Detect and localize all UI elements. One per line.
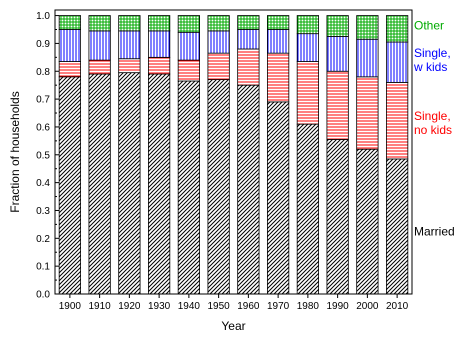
- x-tick-label: 1970: [267, 301, 290, 312]
- y-tick-label: 0.7: [36, 95, 50, 106]
- x-tick-label: 1960: [237, 301, 260, 312]
- plot-frame: [54, 9, 413, 295]
- y-tick-label: 0.6: [36, 122, 50, 133]
- axes-layer: [54, 9, 413, 295]
- series-label-other: Other: [414, 18, 444, 32]
- y-tick-label: 0.3: [36, 206, 50, 217]
- x-tick-label: 1920: [118, 301, 141, 312]
- bar-single-no-kids-1940: [177, 59, 200, 82]
- bar-other-1910: [88, 15, 111, 32]
- bar-single-w-kids-1960: [237, 29, 260, 50]
- x-tick-label: 1930: [148, 301, 171, 312]
- bar-single-w-kids-1900: [58, 29, 81, 62]
- bar-married-1900: [58, 76, 81, 295]
- bar-married-1980: [296, 123, 319, 295]
- bar-single-no-kids-1900: [58, 61, 81, 78]
- y-tick-label: 0.5: [36, 150, 50, 161]
- x-tick-label: 2000: [356, 301, 379, 312]
- bar-single-w-kids-1990: [326, 36, 349, 72]
- bar-other-1990: [326, 15, 349, 37]
- y-tick-label: 1.0: [36, 11, 50, 22]
- series-label-single-no-kids: Single, no kids: [414, 109, 452, 137]
- bar-other-1900: [58, 15, 81, 30]
- bar-single-no-kids-1910: [88, 59, 111, 75]
- bar-single-w-kids-1910: [88, 30, 111, 61]
- bar-single-no-kids-1920: [118, 58, 141, 74]
- bar-other-1970: [267, 15, 290, 30]
- bar-married-1930: [148, 73, 171, 295]
- x-tick-label: 1900: [59, 301, 82, 312]
- x-tick-label: 1940: [178, 301, 201, 312]
- series-label-married: Married: [414, 224, 455, 238]
- y-tick-label: 0.9: [36, 39, 50, 50]
- bar-single-no-kids-1960: [237, 48, 260, 86]
- bar-single-w-kids-2010: [386, 41, 409, 83]
- bar-single-w-kids-2000: [356, 38, 379, 78]
- bar-single-no-kids-1990: [326, 70, 349, 140]
- bar-single-no-kids-2000: [356, 76, 379, 150]
- bar-single-no-kids-1980: [296, 61, 319, 125]
- y-tick-label: 0.0: [36, 290, 50, 301]
- bar-married-1990: [326, 139, 349, 295]
- bar-single-w-kids-1970: [267, 29, 290, 54]
- bar-married-1910: [88, 73, 111, 295]
- bars-layer: [58, 15, 409, 295]
- bar-other-1950: [207, 15, 230, 32]
- x-tick-label: 1980: [297, 301, 320, 312]
- bar-single-w-kids-1980: [296, 33, 319, 62]
- y-tick-label: 0.1: [36, 262, 50, 273]
- y-tick-label: 0.4: [36, 178, 50, 189]
- bar-married-1970: [267, 101, 290, 295]
- series-label-single-w-kids: Single, w kids: [413, 46, 451, 74]
- y-ticks: 0.0 0.1 0.2 0.3 0.4 0.5 0.6 0.7 0.8 0.9 1.0: [36, 11, 59, 301]
- bar-single-w-kids-1920: [118, 30, 141, 60]
- bar-married-1920: [118, 72, 141, 295]
- y-tick-label: 0.8: [36, 67, 50, 78]
- x-ticks: 1900 1910 1920 1930 1940 1950 1960 1970 1980 1990…: [59, 294, 409, 312]
- x-tick-label: 1950: [208, 301, 231, 312]
- bar-single-no-kids-1930: [148, 56, 171, 75]
- bar-other-2010: [386, 15, 409, 43]
- bar-other-1920: [118, 15, 141, 32]
- bar-married-1940: [177, 80, 200, 295]
- bar-other-1960: [237, 15, 260, 30]
- y-tick-label: 0.2: [36, 234, 50, 245]
- x-tick-label: 2010: [386, 301, 409, 312]
- x-axis-label: Year: [221, 319, 245, 333]
- bar-single-w-kids-1950: [207, 30, 230, 54]
- bar-single-no-kids-1970: [267, 52, 290, 103]
- bar-other-1980: [296, 15, 319, 35]
- bar-other-1930: [148, 15, 171, 32]
- bar-married-1950: [207, 79, 230, 295]
- bar-married-1960: [237, 84, 260, 295]
- bar-other-1940: [177, 15, 200, 33]
- bar-other-2000: [356, 15, 379, 40]
- bar-single-no-kids-1950: [207, 52, 230, 81]
- bar-single-w-kids-1940: [177, 31, 200, 61]
- x-tick-label: 1910: [89, 301, 112, 312]
- bar-married-2000: [356, 148, 379, 295]
- bar-single-w-kids-1930: [148, 30, 171, 58]
- x-tick-label: 1990: [327, 301, 350, 312]
- series-labels: Other Single, w kids Single, no kids Married: [413, 18, 455, 238]
- bar-married-2010: [386, 158, 409, 295]
- bar-single-no-kids-2010: [386, 81, 409, 160]
- y-axis-label: Fraction of households: [8, 91, 22, 212]
